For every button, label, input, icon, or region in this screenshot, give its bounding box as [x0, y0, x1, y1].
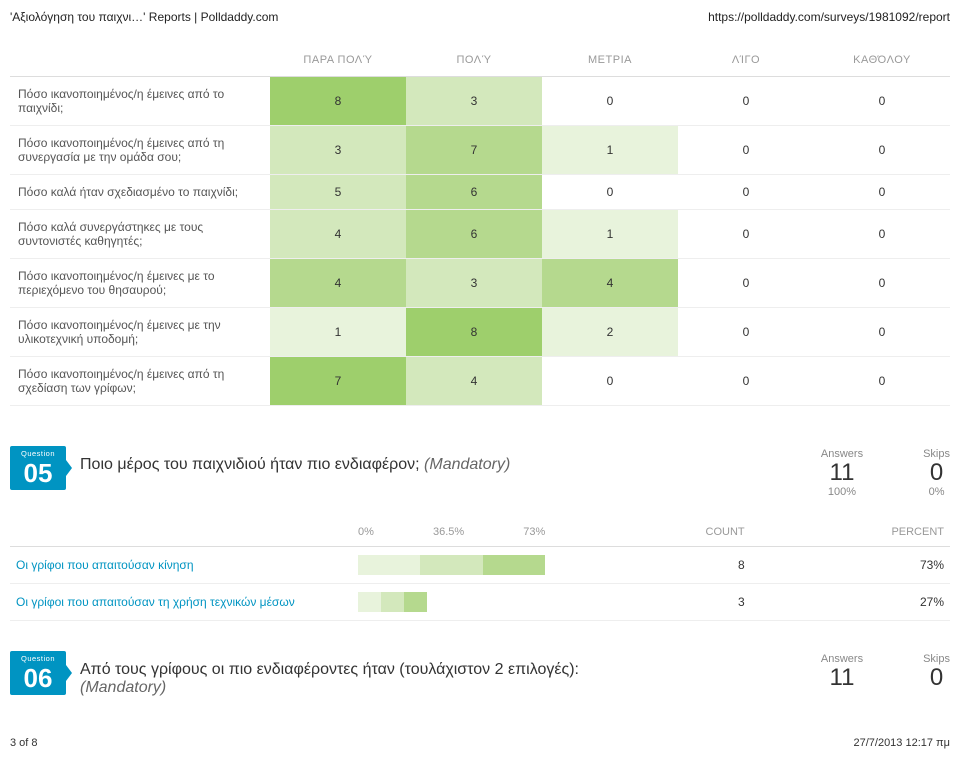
matrix-cell: 0	[542, 175, 678, 210]
matrix-cell: 1	[542, 126, 678, 175]
bar-cell	[352, 547, 551, 584]
matrix-row: Πόσο ικανοποιημένος/η έμεινες με το περι…	[10, 259, 950, 308]
matrix-cell: 8	[406, 308, 542, 357]
matrix-row-label: Πόσο ικανοποιημένος/η έμεινες από τη σχε…	[10, 357, 270, 406]
bar-row: Οι γρίφοι που απαιτούσαν τη χρήση τεχνικ…	[10, 584, 950, 621]
question-05-text: Ποιο μέρος του παιχνιδιού ήταν πιο ενδια…	[80, 446, 510, 474]
matrix-cell: 0	[814, 357, 950, 406]
page-title-left: 'Αξιολόγηση του παιχνι…' Reports | Polld…	[10, 10, 278, 24]
matrix-cell: 0	[814, 175, 950, 210]
badge-num: 05	[10, 458, 66, 489]
matrix-cell: 0	[542, 357, 678, 406]
question-05: Question 05 Ποιο μέρος του παιχνιδιού ήτ…	[10, 446, 950, 498]
q05-axis: 0% 36.5% 73%	[352, 518, 551, 547]
q05-bar-table: 0% 36.5% 73% COUNT PERCENT Οι γρίφοι που…	[10, 518, 950, 621]
matrix-cell: 0	[678, 357, 814, 406]
bar-percent: 27%	[751, 584, 950, 621]
footer-right: 27/7/2013 12:17 πμ	[853, 737, 950, 749]
bar-row: Οι γρίφοι που απαιτούσαν κίνηση 873%	[10, 547, 950, 584]
matrix-row: Πόσο ικανοποιημένος/η έμεινες από τη σχε…	[10, 357, 950, 406]
matrix-row: Πόσο ικανοποιημένος/η έμεινες από τη συν…	[10, 126, 950, 175]
matrix-cell: 8	[270, 77, 406, 126]
q06-answers-stat: Answers 11	[821, 653, 863, 691]
matrix-cell: 0	[542, 77, 678, 126]
matrix-col-1: ΠΟΛΎ	[406, 44, 542, 77]
badge-small: Question	[10, 449, 66, 458]
matrix-cell: 0	[678, 210, 814, 259]
question-badge-06: Question 06	[10, 651, 66, 695]
matrix-col-0: ΠΑΡΑ ΠΟΛΎ	[270, 44, 406, 77]
bar-count: 8	[551, 547, 750, 584]
matrix-cell: 6	[406, 175, 542, 210]
q06-skips-stat: Skips 0	[923, 653, 950, 691]
matrix-row-label: Πόσο ικανοποιημένος/η έμεινες από τη συν…	[10, 126, 270, 175]
matrix-cell: 0	[814, 210, 950, 259]
matrix-row: Πόσο καλά ήταν σχεδιασμένο το παιχνίδι;5…	[10, 175, 950, 210]
matrix-cell: 0	[814, 126, 950, 175]
matrix-cell: 3	[270, 126, 406, 175]
question-badge-05: Question 05	[10, 446, 66, 490]
bar-percent: 73%	[751, 547, 950, 584]
bar-row-label[interactable]: Οι γρίφοι που απαιτούσαν τη χρήση τεχνικ…	[10, 584, 352, 621]
question-06: Question 06 Από τους γρίφους οι πιο ενδι…	[10, 651, 950, 697]
matrix-cell: 0	[814, 77, 950, 126]
matrix-row: Πόσο ικανοποιημένος/η έμεινες με την υλι…	[10, 308, 950, 357]
matrix-col-4: ΚΑΘΌΛΟΥ	[814, 44, 950, 77]
matrix-cell: 0	[814, 308, 950, 357]
matrix-cell: 7	[270, 357, 406, 406]
matrix-row-label: Πόσο ικανοποιημένος/η έμεινες με την υλι…	[10, 308, 270, 357]
matrix-row: Πόσο ικανοποιημένος/η έμεινες από το παι…	[10, 77, 950, 126]
bar-count: 3	[551, 584, 750, 621]
bar-cell	[352, 584, 551, 621]
q05-header-blank	[10, 518, 352, 547]
matrix-cell: 4	[270, 210, 406, 259]
matrix-cell: 4	[406, 357, 542, 406]
matrix-cell: 0	[678, 259, 814, 308]
matrix-cell: 3	[406, 77, 542, 126]
matrix-cell: 0	[814, 259, 950, 308]
page-url-right: https://polldaddy.com/surveys/1981092/re…	[708, 10, 950, 24]
question-06-text: Από τους γρίφους οι πιο ενδιαφέροντες ήτ…	[80, 651, 579, 697]
matrix-cell: 0	[678, 77, 814, 126]
matrix-row-label: Πόσο ικανοποιημένος/η έμεινες με το περι…	[10, 259, 270, 308]
badge-small: Question	[10, 654, 66, 663]
matrix-table: ΠΑΡΑ ΠΟΛΎ ΠΟΛΎ ΜΕΤΡΙΑ ΛΊΓΟ ΚΑΘΌΛΟΥ Πόσο …	[10, 44, 950, 406]
matrix-cell: 5	[270, 175, 406, 210]
footer-left: 3 of 8	[10, 737, 38, 749]
matrix-cell: 3	[406, 259, 542, 308]
page-header: 'Αξιολόγηση του παιχνι…' Reports | Polld…	[10, 10, 950, 24]
matrix-row-label: Πόσο ικανοποιημένος/η έμεινες από το παι…	[10, 77, 270, 126]
matrix-cell: 0	[678, 175, 814, 210]
bar-row-label[interactable]: Οι γρίφοι που απαιτούσαν κίνηση	[10, 547, 352, 584]
matrix-cell: 4	[270, 259, 406, 308]
matrix-col-2: ΜΕΤΡΙΑ	[542, 44, 678, 77]
matrix-cell: 0	[678, 126, 814, 175]
q05-answers-stat: Answers 11 100%	[821, 448, 863, 498]
matrix-row: Πόσο καλά συνεργάστηκες με τους συντονισ…	[10, 210, 950, 259]
badge-num: 06	[10, 663, 66, 694]
matrix-cell: 7	[406, 126, 542, 175]
matrix-col-3: ΛΊΓΟ	[678, 44, 814, 77]
matrix-cell: 1	[270, 308, 406, 357]
matrix-row-label: Πόσο καλά ήταν σχεδιασμένο το παιχνίδι;	[10, 175, 270, 210]
matrix-row-label: Πόσο καλά συνεργάστηκες με τους συντονισ…	[10, 210, 270, 259]
matrix-header-blank	[10, 44, 270, 77]
q05-count-header: COUNT	[551, 518, 750, 547]
page-footer: 3 of 8 27/7/2013 12:17 πμ	[10, 737, 950, 749]
matrix-cell: 4	[542, 259, 678, 308]
q05-percent-header: PERCENT	[751, 518, 950, 547]
matrix-cell: 6	[406, 210, 542, 259]
matrix-cell: 2	[542, 308, 678, 357]
q05-skips-stat: Skips 0 0%	[923, 448, 950, 498]
matrix-cell: 0	[678, 308, 814, 357]
matrix-cell: 1	[542, 210, 678, 259]
